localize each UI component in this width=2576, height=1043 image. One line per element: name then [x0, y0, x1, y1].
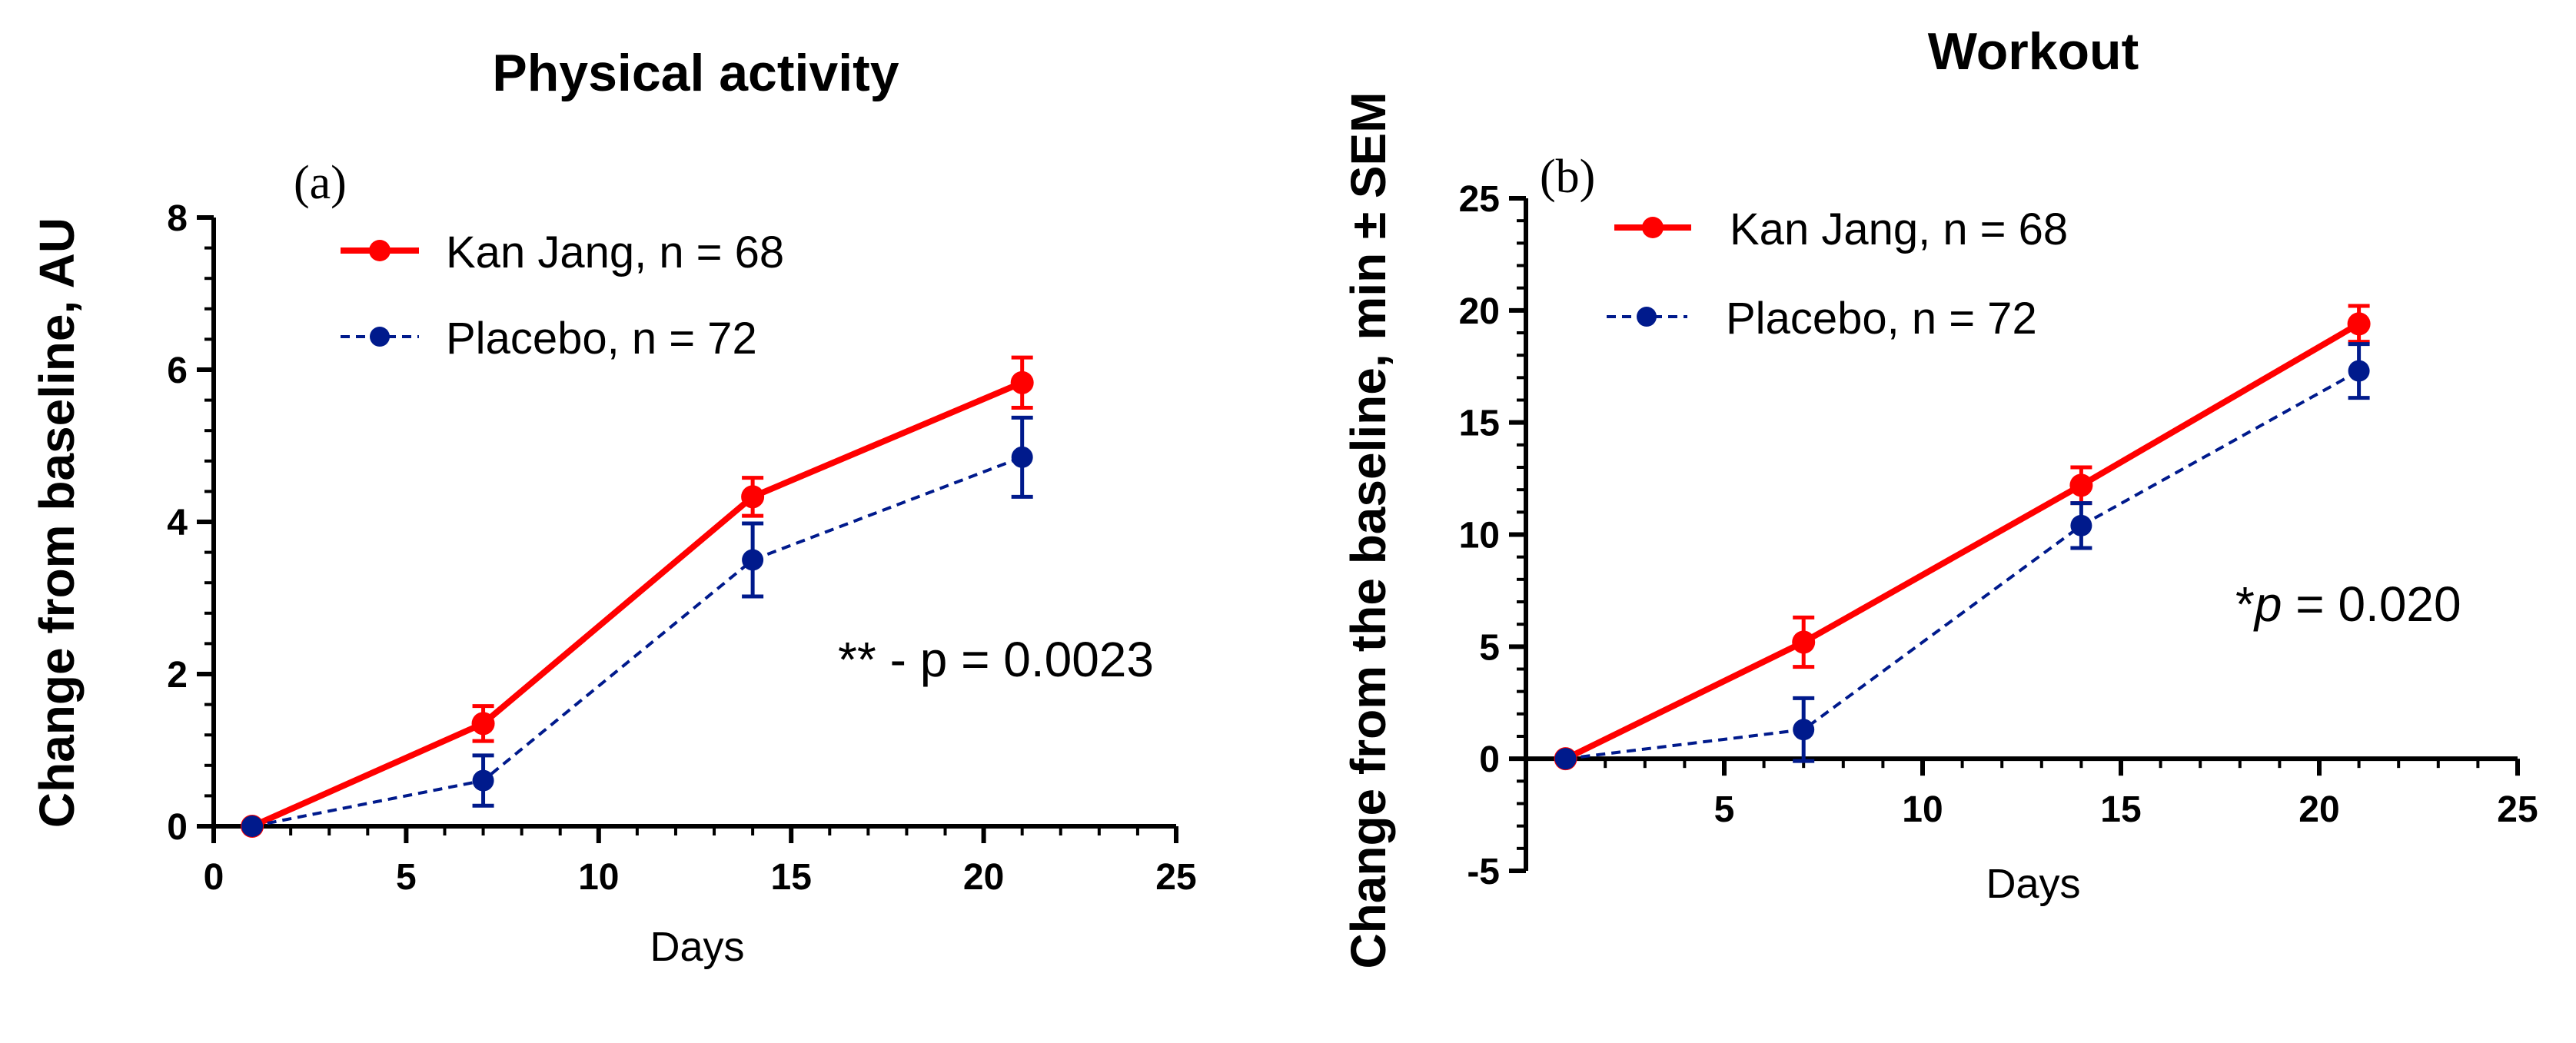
data-point — [471, 712, 495, 736]
chart-b-tick-labels: -5 0 5 10 15 20 25 5 10 15 20 25 — [1459, 179, 2538, 892]
chart-b-legend: Kan Jang, n = 68 Placebo, n = 72 — [1607, 204, 2068, 344]
y-tick-label: 10 — [1459, 516, 1500, 556]
chart-a-title: Physical activity — [492, 44, 899, 102]
chart-b-series — [1554, 304, 2371, 771]
legend-b-placebo-marker — [1637, 307, 1657, 327]
chart-b-annotation: *p = 0.020 — [2235, 576, 2461, 632]
y-tick-label: 25 — [1459, 179, 1500, 220]
chart-b-x-axis-label: Days — [1986, 861, 2080, 907]
series-line — [1564, 321, 2361, 762]
y-tick-label: 8 — [167, 198, 188, 239]
x-tick-label: 10 — [578, 857, 619, 898]
legend-a-kan-jang-marker — [369, 240, 391, 261]
legend-b-kan-jang-label: Kan Jang, n = 68 — [1730, 204, 2068, 254]
series-line — [1565, 369, 2360, 761]
legend-a-kan-jang-label: Kan Jang, n = 68 — [446, 228, 784, 277]
legend-b-placebo-label: Placebo, n = 72 — [1726, 294, 2037, 344]
chart-a-y-axis-label: Change from baseline, AU — [29, 218, 85, 828]
panel-a: Physical activity (a) Change from baseli… — [29, 44, 1197, 970]
chart-a-series — [241, 355, 1034, 838]
data-point — [741, 485, 765, 509]
chart-b-y-axis-label: Change from the baseline, min ± SEM — [1341, 91, 1396, 968]
series-line — [251, 380, 1024, 829]
chart-b-annotation-value: = 0.020 — [2282, 576, 2461, 632]
x-tick-label: 15 — [771, 857, 812, 898]
chart-b-annotation-star: * — [2235, 576, 2255, 632]
chart-a-annotation: ** - p = 0.0023 — [838, 632, 1154, 687]
data-point — [2348, 360, 2370, 382]
x-tick-label: 0 — [204, 857, 224, 898]
data-point — [472, 769, 494, 792]
series-kan-jang — [241, 355, 1034, 838]
data-point — [1554, 748, 1577, 770]
legend-a-placebo-label: Placebo, n = 72 — [446, 314, 757, 364]
chart-b-panel-label: (b) — [1540, 151, 1595, 203]
x-tick-label: 5 — [1714, 789, 1735, 830]
x-tick-label: 10 — [1902, 789, 1943, 830]
y-tick-label: 0 — [1479, 739, 1500, 780]
data-point — [1793, 719, 1815, 741]
data-point — [2347, 312, 2371, 336]
chart-a-legend: Kan Jang, n = 68 Placebo, n = 72 — [341, 228, 784, 364]
x-tick-label: 25 — [1155, 857, 1196, 898]
data-point — [2070, 514, 2092, 536]
panel-b: Workout (b) Change from the baseline, mi… — [1341, 22, 2538, 969]
series-placebo — [241, 415, 1033, 837]
data-point — [1011, 446, 1033, 468]
data-point — [742, 549, 764, 571]
legend-b-kan-jang-marker — [1642, 217, 1664, 238]
y-tick-label: 0 — [167, 807, 188, 848]
x-tick-label: 20 — [963, 857, 1004, 898]
series-kan-jang — [1554, 304, 2371, 771]
chart-b-title: Workout — [1928, 22, 2139, 81]
y-tick-label: 5 — [1479, 627, 1500, 668]
series-placebo — [1554, 342, 2370, 770]
data-point — [1792, 630, 1816, 654]
series-line — [251, 455, 1023, 828]
y-tick-label: 2 — [167, 655, 188, 696]
x-tick-label: 15 — [2100, 789, 2141, 830]
chart-a-panel-label: (a) — [294, 157, 347, 209]
chart-b-annotation-p: p — [2253, 576, 2282, 632]
x-tick-label: 5 — [396, 857, 417, 898]
legend-a-placebo-marker — [370, 327, 390, 347]
chart-a-axes — [197, 215, 1178, 843]
x-tick-label: 20 — [2298, 789, 2339, 830]
y-tick-label: 6 — [167, 350, 188, 391]
y-tick-label: 20 — [1459, 291, 1500, 332]
data-point — [241, 815, 264, 837]
data-point — [2069, 473, 2093, 497]
y-tick-label: 15 — [1459, 404, 1500, 444]
y-tick-label: -5 — [1467, 852, 1500, 892]
x-tick-label: 25 — [2497, 789, 2538, 830]
y-tick-label: 4 — [167, 503, 188, 543]
data-point — [1010, 370, 1034, 394]
chart-a-tick-labels: 0 2 4 6 8 0 5 10 15 20 25 — [167, 198, 1196, 898]
chart-a-x-axis-label: Days — [650, 924, 744, 970]
